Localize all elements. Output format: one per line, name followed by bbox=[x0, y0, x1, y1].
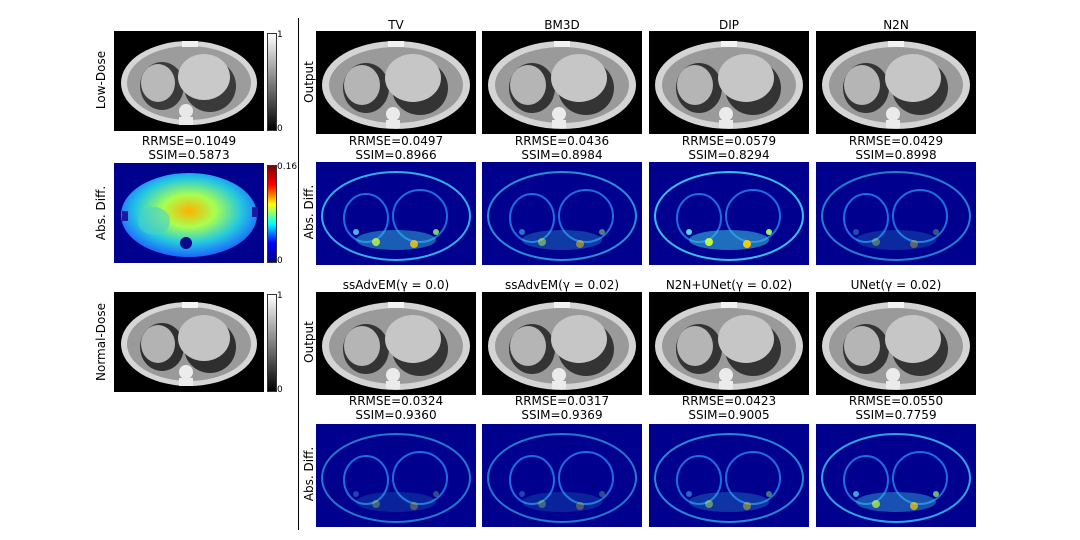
method-title-n2n-unet-0-02: N2N+UNet(γ = 0.02) bbox=[665, 278, 793, 292]
left-absdiff-label: Abs. Diff. bbox=[94, 185, 108, 241]
absdiff-image-ssadvem-0-0 bbox=[316, 424, 476, 527]
ssim-n2n: SSIM=0.8998 bbox=[855, 148, 937, 162]
low-cbar-max: 1 bbox=[277, 30, 283, 40]
output-image-bm3d bbox=[482, 31, 642, 134]
ssim-unet-0-02: SSIM=0.7759 bbox=[855, 408, 937, 422]
absdiff-image-n2n-unet-0-02 bbox=[649, 424, 809, 527]
absdiff-image-unet-0-02 bbox=[816, 424, 976, 527]
ssim-ssadvem-0-0: SSIM=0.9360 bbox=[355, 408, 437, 422]
normal-dose-label: Normal-Dose bbox=[94, 303, 108, 381]
row-label-absdiff-bottom: Abs. Diff. bbox=[302, 446, 316, 502]
diff-cbar-min: 0 bbox=[277, 256, 283, 266]
method-title-bm3d: BM3D bbox=[544, 18, 580, 32]
low-dose-rrmse: RRMSE=0.1049 bbox=[141, 134, 237, 148]
absdiff-image-bm3d bbox=[482, 162, 642, 265]
low-dose-colorbar bbox=[267, 33, 277, 131]
absdiff-colorbar bbox=[267, 165, 277, 263]
diff-cbar-max: 0.16 bbox=[277, 162, 298, 172]
absdiff-image-tv bbox=[316, 162, 476, 265]
row-label-output-top: Output bbox=[302, 61, 316, 103]
method-title-ssadvem-0-0: ssAdvEM(γ = 0.0) bbox=[342, 278, 450, 292]
normal-dose-colorbar bbox=[267, 294, 277, 392]
row-label-output-bottom: Output bbox=[302, 321, 316, 363]
low-cbar-min: 0 bbox=[277, 124, 283, 134]
low-dose-absdiff-image bbox=[114, 163, 264, 263]
output-image-tv bbox=[316, 31, 476, 134]
absdiff-image-dip bbox=[649, 162, 809, 265]
method-title-n2n: N2N bbox=[883, 18, 909, 32]
vertical-divider bbox=[298, 18, 299, 530]
normal-dose-image bbox=[114, 292, 264, 392]
rrmse-tv: RRMSE=0.0497 bbox=[348, 134, 444, 148]
ssim-dip: SSIM=0.8294 bbox=[688, 148, 770, 162]
rrmse-dip: RRMSE=0.0579 bbox=[681, 134, 777, 148]
rrmse-unet-0-02: RRMSE=0.0550 bbox=[848, 394, 944, 408]
output-image-dip bbox=[649, 31, 809, 134]
output-image-ssadvem-0-0 bbox=[316, 292, 476, 395]
output-image-ssadvem-0-02 bbox=[482, 292, 642, 395]
normal-cbar-max: 1 bbox=[277, 291, 283, 301]
rrmse-bm3d: RRMSE=0.0436 bbox=[514, 134, 610, 148]
ssim-tv: SSIM=0.8966 bbox=[355, 148, 437, 162]
absdiff-image-ssadvem-0-02 bbox=[482, 424, 642, 527]
output-image-unet-0-02 bbox=[816, 292, 976, 395]
row-label-absdiff-top: Abs. Diff. bbox=[302, 184, 316, 240]
absdiff-image-n2n bbox=[816, 162, 976, 265]
output-image-n2n-unet-0-02 bbox=[649, 292, 809, 395]
rrmse-n2n: RRMSE=0.0429 bbox=[848, 134, 944, 148]
output-image-n2n bbox=[816, 31, 976, 134]
low-dose-label: Low-Dose bbox=[94, 50, 108, 110]
low-dose-ssim: SSIM=0.5873 bbox=[148, 148, 230, 162]
method-title-tv: TV bbox=[388, 18, 404, 32]
method-title-unet-0-02: UNet(γ = 0.02) bbox=[850, 278, 942, 292]
low-dose-image bbox=[114, 31, 264, 131]
ssim-n2n-unet-0-02: SSIM=0.9005 bbox=[688, 408, 770, 422]
rrmse-ssadvem-0-02: RRMSE=0.0317 bbox=[514, 394, 610, 408]
ssim-ssadvem-0-02: SSIM=0.9369 bbox=[521, 408, 603, 422]
normal-cbar-min: 0 bbox=[277, 385, 283, 395]
rrmse-ssadvem-0-0: RRMSE=0.0324 bbox=[348, 394, 444, 408]
ssim-bm3d: SSIM=0.8984 bbox=[521, 148, 603, 162]
method-title-ssadvem-0-02: ssAdvEM(γ = 0.02) bbox=[504, 278, 620, 292]
method-title-dip: DIP bbox=[718, 18, 739, 32]
rrmse-n2n-unet-0-02: RRMSE=0.0423 bbox=[681, 394, 777, 408]
